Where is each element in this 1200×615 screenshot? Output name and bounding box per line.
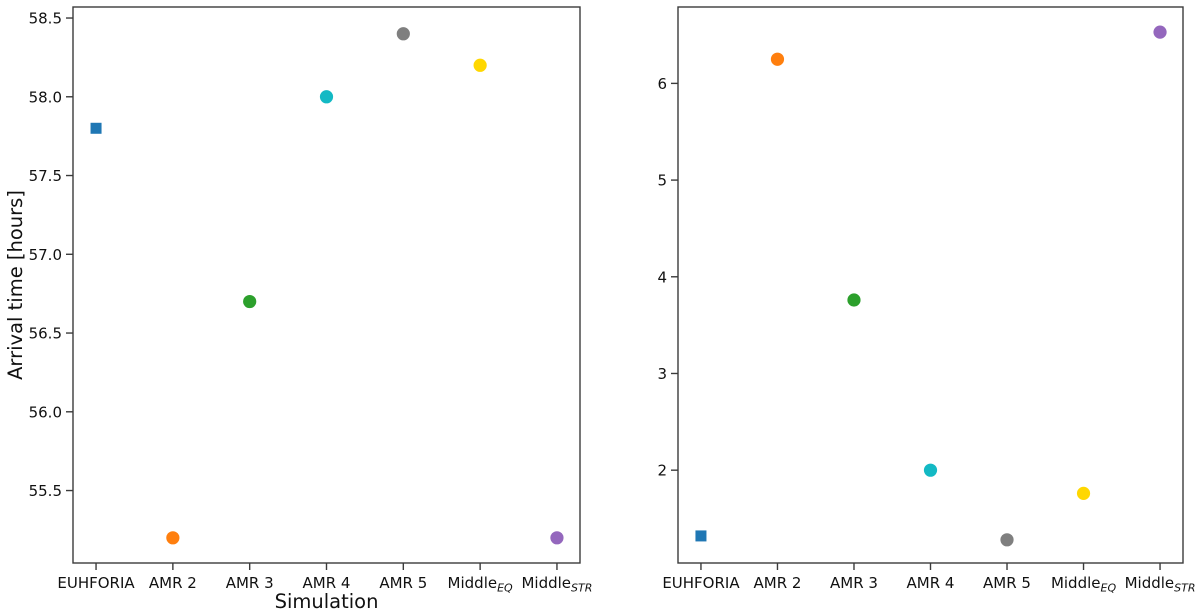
right-plot: 2 3 4 5 6 EUHFORIA AMR 2 AMR 3 AMR 4 AMR 5 MiddleE…	[657, 6, 1196, 595]
left-y-tick-label: 58.5	[29, 10, 62, 28]
right-point-middle-eq-	[1076, 486, 1091, 500]
left-x-tick-label: EUHFORIA	[57, 574, 135, 592]
right-y-tick-label: 5	[657, 172, 667, 190]
left-y-axis-label: Arrival time [hours]	[4, 190, 27, 380]
left-y-tick-label: 58.0	[29, 88, 62, 106]
left-y-tick-label: 56.0	[29, 403, 62, 421]
right-x-tick-label: AMR 2	[754, 574, 802, 592]
right-plot-frame	[677, 6, 1184, 564]
left-x-tick-label: AMR 2	[149, 574, 197, 592]
left-y-tick-label: 56.5	[29, 325, 62, 343]
left-plot: 55.5 56.0 56.5 57.0 57.5 58.0 58.5 EUHFORIA AMR …	[4, 6, 592, 613]
left-point-amr-2	[166, 531, 180, 545]
right-y-tick-label: 2	[657, 462, 667, 480]
right-point-euhforia	[695, 530, 707, 542]
left-point-amr-4	[319, 90, 334, 104]
right-y-tick-label: 6	[657, 75, 667, 93]
right-x-tick-label: MiddleEQ	[1051, 574, 1117, 595]
right-y-tick-label: 4	[657, 268, 667, 286]
right-y-tick-label: 3	[657, 365, 667, 383]
right-x-tick-label: AMR 3	[830, 574, 878, 592]
left-point-amr-3	[243, 294, 257, 309]
left-point-middle-str-	[550, 531, 564, 545]
left-y-tick-label: 55.5	[29, 482, 62, 500]
right-x-tick-label: EUHFORIA	[662, 574, 740, 592]
left-point-euhforia	[90, 122, 102, 134]
left-x-tick-label: AMR 5	[379, 574, 427, 592]
left-x-tick-label: AMR 3	[226, 574, 274, 592]
right-x-tick-label: AMR 5	[983, 574, 1031, 592]
right-point-amr-2	[770, 52, 785, 66]
left-x-tick-label: AMR 4	[303, 574, 351, 592]
right-point-middle-str-	[1153, 25, 1167, 39]
right-x-tick-label: MiddleSTR	[1125, 574, 1196, 595]
right-point-amr-4	[923, 463, 938, 477]
left-point-middle-eq-	[473, 58, 487, 72]
left-y-tick-label: 57.5	[29, 167, 62, 185]
left-x-axis-label: Simulation	[275, 590, 379, 613]
right-x-tick-label: AMR 4	[907, 574, 955, 592]
left-x-tick-label: MiddleSTR	[521, 574, 592, 595]
left-x-tick-label: MiddleEQ	[448, 574, 514, 595]
left-point-amr-5	[396, 27, 410, 41]
left-y-tick-label: 57.0	[29, 246, 62, 264]
right-point-amr-5	[1000, 533, 1014, 547]
right-point-amr-3	[847, 293, 861, 307]
